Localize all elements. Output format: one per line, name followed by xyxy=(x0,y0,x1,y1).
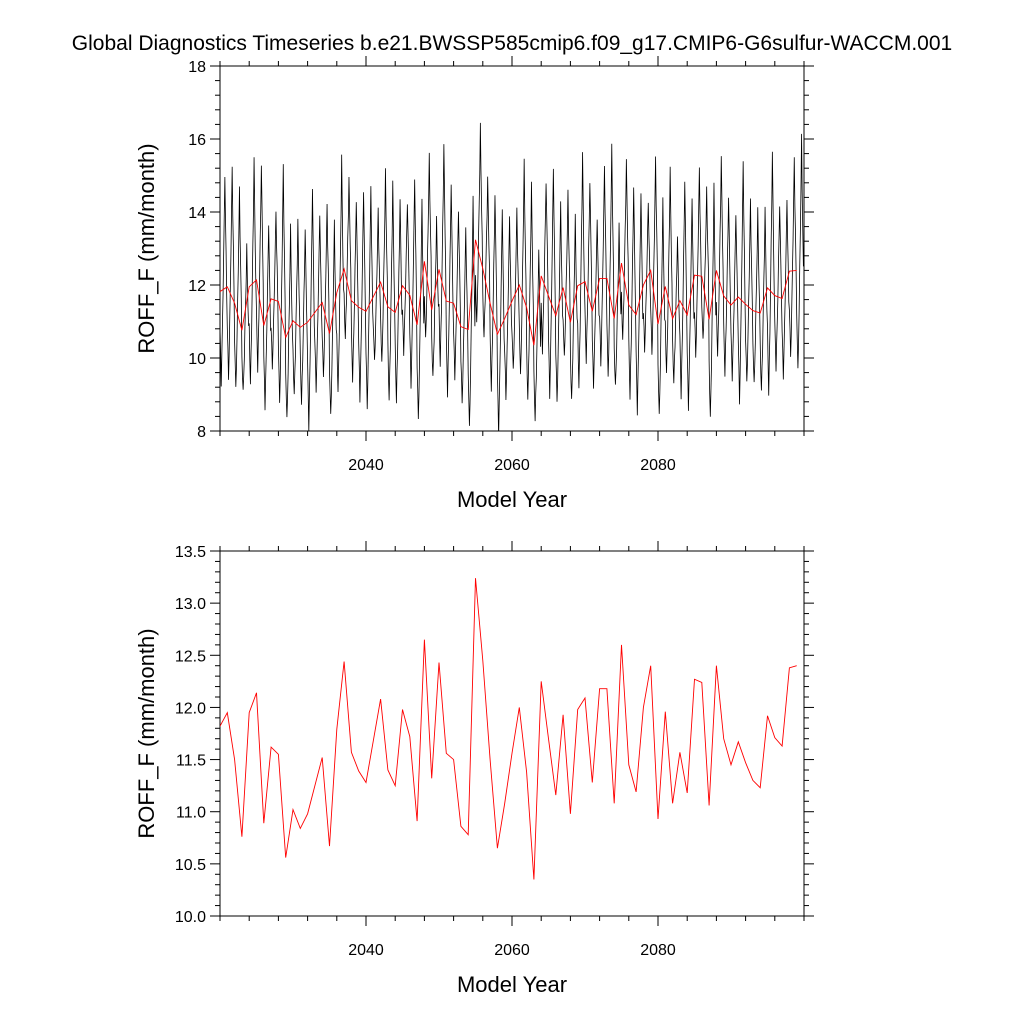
x-axis-label: Model Year xyxy=(457,487,567,512)
monthly-series-line xyxy=(220,122,804,431)
x-tick-label: 2040 xyxy=(348,457,384,474)
x-tick-label: 2080 xyxy=(640,942,676,959)
annual-mean-series-line xyxy=(220,578,797,880)
top-panel: 8 10 12 14 16 18 2040 2060 2080 Model Year ROFF_F … xyxy=(134,56,814,512)
x-tick-label: 2060 xyxy=(494,942,530,959)
y-axis-label: ROFF_F (mm/month) xyxy=(134,143,159,353)
y-tick-label: 18 xyxy=(188,59,206,76)
y-tick-label: 12.5 xyxy=(175,648,206,665)
figure-title: Global Diagnostics Timeseries b.e21.BWSS… xyxy=(72,32,952,55)
y-tick-label: 11.5 xyxy=(176,753,206,770)
y-tick-label: 8 xyxy=(197,424,206,441)
y-tick-label: 10 xyxy=(188,351,206,368)
y-tick-label: 12.0 xyxy=(175,700,206,717)
bottom-panel: 10.0 10.5 11.0 11.5 12.0 12.5 13.0 13.5 2040 2060… xyxy=(134,541,814,997)
y-tick-label: 10.5 xyxy=(175,857,206,874)
y-axis-label: ROFF_F (mm/month) xyxy=(134,628,159,838)
annual-mean-series-line xyxy=(220,239,797,346)
x-tick-label: 2060 xyxy=(494,457,530,474)
y-tick-label: 13.5 xyxy=(175,544,206,561)
y-tick-label: 14 xyxy=(188,205,206,222)
x-tick-label: 2080 xyxy=(640,457,676,474)
y-tick-label: 13.0 xyxy=(175,596,206,613)
y-tick-label: 16 xyxy=(188,132,206,149)
y-tick-label: 12 xyxy=(188,278,206,295)
y-tick-label: 11.0 xyxy=(176,805,206,822)
y-tick-label: 10.0 xyxy=(175,909,206,926)
x-tick-label: 2040 xyxy=(348,942,384,959)
x-axis-label: Model Year xyxy=(457,972,567,997)
